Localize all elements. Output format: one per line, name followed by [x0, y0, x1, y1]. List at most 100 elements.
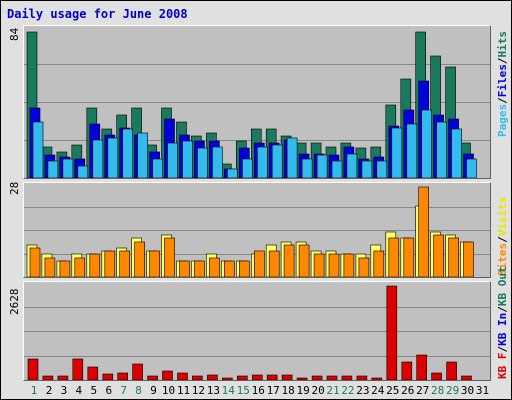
sites-bar: [268, 250, 280, 277]
kbf-bar: [192, 375, 203, 380]
day-label: 21: [326, 384, 339, 397]
sites-bar: [328, 253, 340, 277]
day-label: 23: [356, 384, 369, 397]
sites-bar: [239, 260, 250, 277]
legend-kbin: KB In: [496, 312, 509, 346]
day-label: 10: [162, 384, 175, 397]
kbf-bar: [311, 375, 323, 380]
pages-bar: [421, 109, 433, 178]
chart-title: Daily usage for June 2008: [7, 7, 188, 21]
pages-bar: [316, 154, 328, 178]
pages-bar: [406, 123, 418, 178]
kbf-bar: [162, 370, 173, 380]
day-label: 22: [341, 384, 354, 397]
day-label: 29: [446, 384, 459, 397]
day-label: 13: [207, 384, 220, 397]
day-label: 7: [120, 384, 127, 397]
sites-bar: [298, 244, 310, 277]
kbf-bar: [401, 361, 413, 380]
sites-bar: [358, 257, 370, 277]
kbf-bar: [102, 373, 114, 380]
sites-bar: [373, 250, 385, 277]
sites-bar: [134, 241, 145, 277]
pages-bar: [92, 139, 104, 178]
kbf-bar: [147, 375, 158, 380]
panel2-ymax-label: 28: [8, 181, 21, 195]
legend-sep: /: [496, 57, 509, 65]
pages-bar: [227, 168, 238, 178]
kbf-bar: [57, 375, 69, 380]
kbf-bar: [117, 372, 128, 380]
kbf-bar: [132, 363, 143, 380]
day-label: 4: [75, 384, 82, 397]
kbf-bar: [72, 358, 84, 380]
sites-bar: [74, 257, 86, 277]
pages-bar: [242, 158, 253, 178]
day-label: 19: [296, 384, 309, 397]
legend-sep: /: [496, 306, 509, 313]
sites-bar: [254, 250, 265, 277]
day-label: 12: [192, 384, 205, 397]
sites-bar: [209, 257, 220, 277]
pages-bar: [47, 160, 59, 178]
day-label: 28: [431, 384, 444, 397]
legend-visits: Visits: [496, 196, 509, 237]
kbf-bar: [341, 375, 353, 380]
legend-kbf: KB F: [496, 352, 509, 380]
sites-bar: [164, 237, 175, 277]
panel1-ymax-label: 84: [8, 27, 21, 41]
kbf-bar: [416, 354, 428, 380]
sites-bar: [89, 253, 101, 277]
pages-bar: [197, 147, 208, 178]
day-label: 14: [222, 384, 236, 397]
hits-bar: [26, 31, 38, 178]
kbf-bar: [431, 372, 442, 380]
sites-bar: [313, 253, 325, 277]
pages-bar: [182, 140, 193, 178]
pages-bar: [376, 160, 388, 178]
hits-files-pages-panel: [23, 25, 491, 179]
sites-bar: [179, 260, 190, 277]
kbf-bar: [326, 375, 338, 380]
day-label: 24: [371, 384, 385, 397]
sites-bar: [224, 260, 235, 277]
pages-bar: [361, 160, 373, 178]
visits-sites-plot: [24, 186, 490, 277]
day-label: 26: [401, 384, 414, 397]
pages-bar: [137, 132, 148, 178]
pages-bar: [301, 158, 313, 178]
sites-bar: [283, 244, 295, 277]
legend-sep: /: [496, 236, 509, 243]
kbf-bar: [252, 374, 263, 380]
visits-sites-panel: [23, 182, 491, 278]
day-label: 5: [90, 384, 97, 397]
day-label: 17: [267, 384, 280, 397]
legend-visits-sites: Sites/Visits: [496, 197, 509, 277]
day-label: 20: [311, 384, 324, 397]
pages-bar: [167, 142, 178, 178]
pages-bar: [107, 137, 119, 178]
day-label: 9: [150, 384, 157, 397]
day-label: 15: [237, 384, 250, 397]
day-label: 2: [46, 384, 53, 397]
sites-bar: [149, 250, 160, 277]
day-label: 27: [416, 384, 429, 397]
day-label: 16: [252, 384, 265, 397]
kbf-bar: [386, 285, 398, 380]
hits-files-pages-plot: [24, 31, 490, 178]
kbf-bar: [371, 377, 383, 380]
pages-bar: [77, 165, 89, 178]
sites-bar: [194, 260, 205, 277]
legend-kbout: KB Out: [496, 266, 509, 307]
legend-hits: Hits: [496, 31, 509, 58]
pages-bar: [331, 160, 343, 178]
pages-bar: [286, 137, 298, 178]
pages-bar: [32, 121, 44, 178]
pages-bar: [122, 128, 133, 178]
pages-bar: [346, 153, 358, 178]
pages-bar: [152, 158, 163, 178]
day-label: 18: [281, 384, 294, 397]
kbf-bar: [237, 375, 248, 380]
legend-sep: /: [496, 97, 509, 104]
